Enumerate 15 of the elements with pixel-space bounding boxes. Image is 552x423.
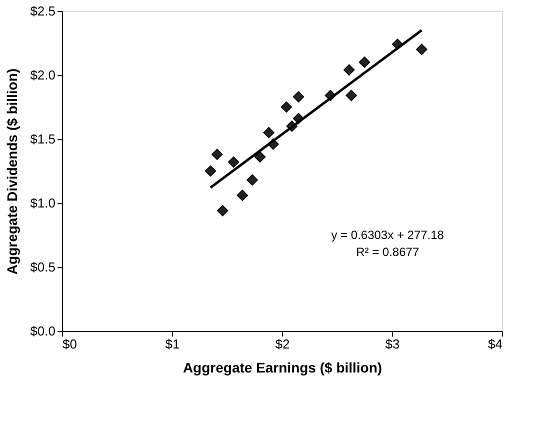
y-axis-title: Aggregate Dividends ($ billion) [4,68,20,275]
y-tick-label: $2.5 [30,4,56,18]
x-tick-label: $4 [488,336,502,352]
x-tick-label: $2 [275,336,290,352]
y-tick-label: $1.0 [30,196,56,210]
annotation: y = 0.6303x + 277.18 [331,228,444,242]
annotation: R² = 0.8677 [356,245,420,259]
x-tick-label: $1 [165,336,180,352]
x-axis-title: Aggregate Earnings ($ billion) [182,360,382,376]
y-tick-label: $0.5 [30,260,56,274]
y-tick-label: $2.0 [30,68,56,82]
x-tick-label: $0 [62,336,77,352]
x-tick-label: $3 [385,336,400,352]
y-tick-label: $1.5 [30,132,56,146]
y-tick-label: $0.0 [30,324,56,338]
